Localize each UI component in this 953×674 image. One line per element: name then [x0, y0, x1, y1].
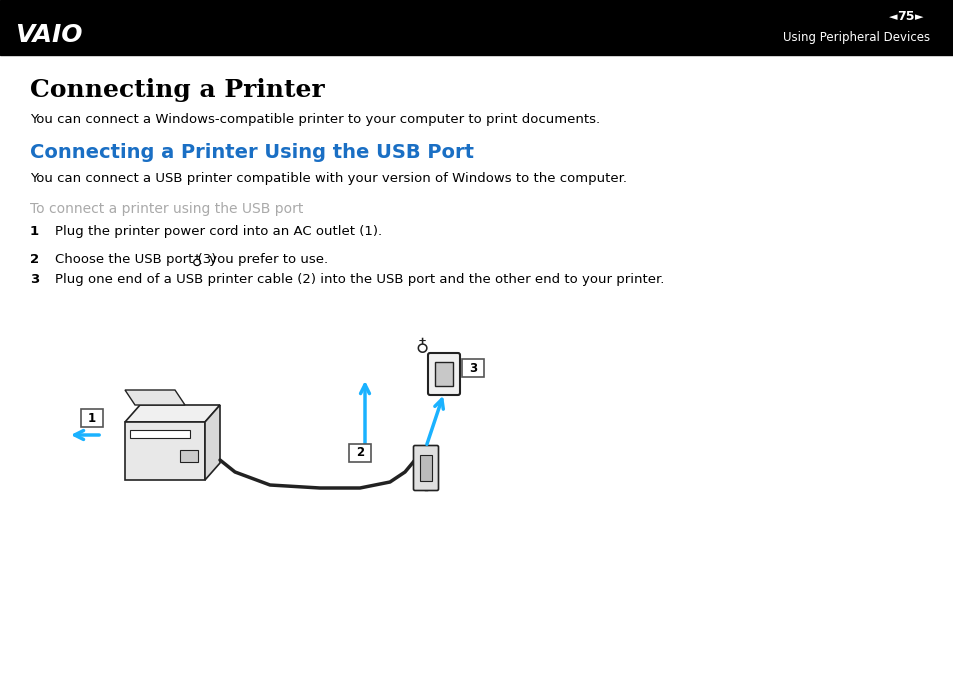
- Text: ►: ►: [914, 12, 923, 22]
- Text: Plug one end of a USB printer cable (2) into the USB port and the other end to y: Plug one end of a USB printer cable (2) …: [55, 273, 663, 286]
- FancyBboxPatch shape: [349, 444, 371, 462]
- Text: VAIO: VAIO: [15, 23, 82, 47]
- Text: 3: 3: [469, 361, 476, 375]
- Bar: [419, 455, 432, 481]
- Text: 1: 1: [30, 225, 39, 238]
- Text: Choose the USB port (3): Choose the USB port (3): [55, 253, 220, 266]
- Text: 2: 2: [30, 253, 39, 266]
- FancyBboxPatch shape: [428, 353, 459, 395]
- Text: To connect a printer using the USB port: To connect a printer using the USB port: [30, 202, 303, 216]
- Text: 3: 3: [30, 273, 39, 286]
- Text: Using Peripheral Devices: Using Peripheral Devices: [782, 32, 929, 44]
- Text: ♁: ♁: [415, 339, 428, 357]
- Polygon shape: [205, 405, 220, 480]
- Polygon shape: [130, 430, 190, 438]
- Polygon shape: [125, 405, 220, 422]
- Text: You can connect a Windows-compatible printer to your computer to print documents: You can connect a Windows-compatible pri…: [30, 113, 599, 126]
- Bar: [180, 450, 198, 462]
- FancyBboxPatch shape: [413, 446, 438, 491]
- Text: Plug the printer power cord into an AC outlet (1).: Plug the printer power cord into an AC o…: [55, 225, 382, 238]
- Text: Connecting a Printer: Connecting a Printer: [30, 78, 324, 102]
- Text: ◄: ◄: [888, 12, 897, 22]
- Polygon shape: [125, 390, 185, 405]
- Bar: [0, 0, 953, 55]
- Bar: [435, 362, 453, 386]
- Text: 2: 2: [355, 446, 364, 460]
- FancyBboxPatch shape: [81, 409, 103, 427]
- Text: Connecting a Printer Using the USB Port: Connecting a Printer Using the USB Port: [30, 143, 474, 162]
- Text: ♁: ♁: [192, 255, 202, 269]
- Text: 75: 75: [897, 11, 914, 24]
- Polygon shape: [125, 422, 205, 480]
- FancyBboxPatch shape: [461, 359, 483, 377]
- Text: 1: 1: [88, 412, 96, 425]
- Text: You can connect a USB printer compatible with your version of Windows to the com: You can connect a USB printer compatible…: [30, 172, 626, 185]
- Text: you prefer to use.: you prefer to use.: [205, 253, 328, 266]
